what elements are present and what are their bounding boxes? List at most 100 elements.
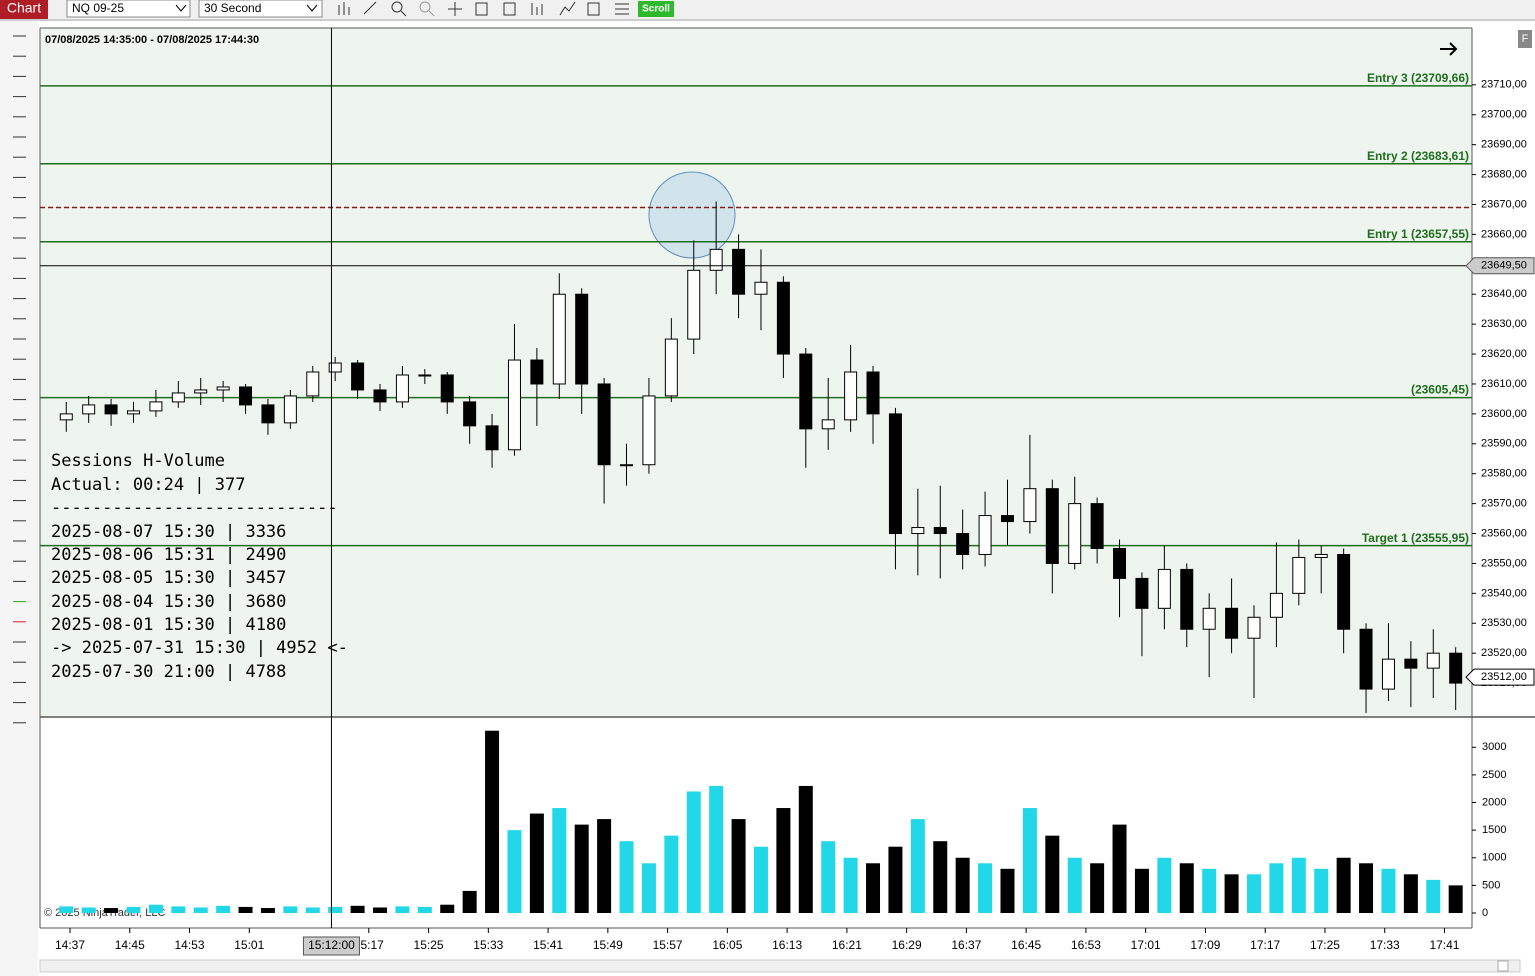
volume-bar [1269, 863, 1284, 913]
candle-body [463, 401, 477, 427]
volume-bar [104, 908, 119, 913]
scrollbar[interactable] [39, 959, 1521, 973]
candle-body [82, 404, 96, 415]
candle-body [1135, 577, 1149, 609]
volume-bar [933, 841, 948, 913]
annotation-line: 2025-08-01 15:30 | 4180 [51, 615, 286, 635]
volume-bar [238, 906, 253, 913]
volume-bar [417, 906, 432, 913]
scroll-button[interactable] [638, 1, 674, 17]
candle-body [1269, 592, 1283, 618]
volume-bar [350, 905, 365, 913]
annotation-line: 2025-08-07 15:30 | 3336 [51, 522, 286, 542]
candle-body [799, 353, 813, 430]
volume-bar [1448, 885, 1463, 913]
candle-body [1180, 568, 1194, 630]
chart-tab[interactable] [0, 0, 48, 19]
drawing-tools[interactable] [13, 35, 26, 724]
y-tick-label: 500 [1482, 879, 1500, 891]
volume-bar [731, 819, 746, 913]
level-label: Entry 1 (23657,55) [1367, 227, 1469, 241]
crosshair-price-box [1465, 257, 1535, 275]
y-tick-label: 23670,00 [1481, 198, 1527, 210]
volume-bar [126, 906, 141, 913]
x-tick-label: 16:29 [892, 938, 922, 952]
volume-bar [1022, 808, 1037, 913]
candle-body [821, 419, 835, 430]
volume-bar [507, 830, 522, 913]
level-label: (23605,45) [1411, 383, 1469, 397]
candle-body [620, 464, 634, 467]
candle-body [664, 338, 678, 397]
toolbar-icons[interactable] [338, 1, 629, 17]
last-price-box [1465, 668, 1535, 686]
volume-bar [597, 819, 612, 913]
f-label: F [1522, 33, 1529, 45]
y-tick-label: 23570,00 [1481, 498, 1527, 510]
x-tick-label: 16:53 [1071, 938, 1101, 952]
annotation-line: Actual: 00:24 | 377 [51, 475, 245, 495]
x-tick-label: 17:17 [1250, 938, 1280, 952]
f-button[interactable] [1518, 30, 1532, 48]
volume-bar [305, 907, 320, 913]
volume-bar [776, 808, 791, 913]
interval-dropdown[interactable] [198, 0, 323, 18]
y-tick-label: 23520,00 [1481, 647, 1527, 659]
volume-bar [910, 819, 925, 913]
candle-body [732, 248, 746, 295]
y-tick-label: 23620,00 [1481, 348, 1527, 360]
y-tick-label: 2000 [1482, 796, 1506, 808]
x-tick-label: 16:05 [712, 938, 742, 952]
volume-bar [888, 846, 903, 913]
instrument-dropdown[interactable] [66, 0, 191, 18]
candle-body [1359, 628, 1373, 690]
volume-bar [1336, 857, 1351, 913]
volume-bar [1359, 863, 1374, 913]
candle-body [395, 374, 409, 403]
x-tick-label: 16:21 [832, 938, 862, 952]
volume-bar [462, 890, 477, 913]
volume-bar [1246, 874, 1261, 913]
y-tick-label: 0 [1482, 907, 1488, 919]
volume-bar [283, 906, 298, 913]
scroll-arrow[interactable] [1440, 42, 1458, 56]
volume-bar [216, 905, 231, 913]
candle-body [1023, 488, 1037, 523]
candle-body [328, 362, 342, 373]
candle-body [104, 404, 118, 415]
candle-body [1292, 556, 1306, 594]
highlight-circle [648, 171, 736, 259]
candle-body [59, 413, 73, 421]
y-tick-label: 23530,00 [1481, 617, 1527, 629]
level-label: Entry 2 (23683,61) [1367, 149, 1469, 163]
volume-bar [1157, 857, 1172, 913]
candle-body [844, 371, 858, 421]
y-tick-label: 23710,00 [1481, 79, 1527, 91]
volume-bar [798, 785, 813, 913]
y-tick-label: 23690,00 [1481, 139, 1527, 151]
candle-body [261, 404, 275, 424]
volume-bar [193, 907, 208, 913]
volume-bar [978, 863, 993, 913]
candle-body [1000, 515, 1014, 523]
scroll-thumb[interactable] [1497, 960, 1509, 972]
volume-bar [1134, 868, 1149, 913]
x-tick-label: 16:13 [772, 938, 802, 952]
volume-bar [59, 906, 74, 913]
volume-bar [1291, 857, 1306, 913]
candle-body [283, 395, 297, 424]
chart-title: 07/08/2025 14:35:00 - 07/08/2025 17:44:3… [45, 34, 259, 46]
candle-body [1090, 503, 1104, 549]
candle-body [1404, 658, 1418, 669]
candle-body [373, 389, 387, 403]
x-tick-label: 15:01 [234, 938, 264, 952]
x-tick-label: 15:33 [473, 938, 503, 952]
annotation-line: 2025-08-04 15:30 | 3680 [51, 592, 286, 612]
candle-body [1247, 616, 1261, 639]
candle-body [149, 401, 163, 412]
volume-bar [619, 841, 634, 913]
volume-bar [843, 857, 858, 913]
y-tick-label: 23580,00 [1481, 468, 1527, 480]
